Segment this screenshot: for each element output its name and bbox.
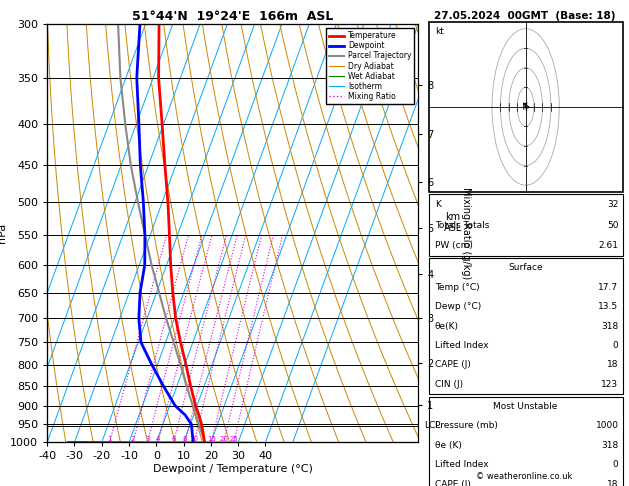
Text: kt: kt (435, 27, 443, 36)
Text: 13.5: 13.5 (598, 302, 618, 311)
Text: 18: 18 (607, 480, 618, 486)
Text: 1000: 1000 (596, 421, 618, 430)
Text: Totals Totals: Totals Totals (435, 221, 489, 229)
Text: 0: 0 (613, 341, 618, 350)
Text: 15: 15 (207, 436, 216, 442)
Text: CAPE (J): CAPE (J) (435, 361, 470, 369)
Text: 3: 3 (145, 436, 150, 442)
Text: Dewp (°C): Dewp (°C) (435, 302, 481, 311)
Text: CAPE (J): CAPE (J) (435, 480, 470, 486)
Text: 17.7: 17.7 (598, 283, 618, 292)
Text: 20: 20 (220, 436, 228, 442)
Text: Lifted Index: Lifted Index (435, 341, 488, 350)
Text: 6: 6 (171, 436, 176, 442)
Text: 2.61: 2.61 (599, 241, 618, 250)
Y-axis label: km
ASL: km ASL (444, 212, 462, 233)
Text: © weatheronline.co.uk: © weatheronline.co.uk (476, 472, 573, 481)
Text: 8: 8 (183, 436, 187, 442)
Text: 4: 4 (156, 436, 160, 442)
Text: 0: 0 (613, 460, 618, 469)
Text: Lifted Index: Lifted Index (435, 460, 488, 469)
Text: 10: 10 (189, 436, 199, 442)
Text: 123: 123 (601, 380, 618, 389)
Text: 18: 18 (607, 361, 618, 369)
Text: PW (cm): PW (cm) (435, 241, 472, 250)
Text: CIN (J): CIN (J) (435, 380, 463, 389)
Text: 2: 2 (131, 436, 135, 442)
Text: θe(K): θe(K) (435, 322, 459, 330)
Bar (428, 194, 623, 256)
X-axis label: Dewpoint / Temperature (°C): Dewpoint / Temperature (°C) (153, 464, 313, 474)
Text: 50: 50 (607, 221, 618, 229)
Text: Most Unstable: Most Unstable (493, 402, 558, 411)
Title: 51°44'N  19°24'E  166m  ASL: 51°44'N 19°24'E 166m ASL (132, 10, 333, 23)
Y-axis label: hPa: hPa (0, 223, 8, 243)
Text: Pressure (mb): Pressure (mb) (435, 421, 498, 430)
Text: 25: 25 (230, 436, 238, 442)
Text: 27.05.2024  00GMT  (Base: 18): 27.05.2024 00GMT (Base: 18) (434, 11, 615, 21)
Text: LCL: LCL (424, 421, 440, 430)
Text: 318: 318 (601, 441, 618, 450)
Y-axis label: Mixing Ratio (g/kg): Mixing Ratio (g/kg) (461, 187, 471, 279)
Text: K: K (435, 200, 441, 209)
Legend: Temperature, Dewpoint, Parcel Trajectory, Dry Adiabat, Wet Adiabat, Isotherm, Mi: Temperature, Dewpoint, Parcel Trajectory… (326, 28, 415, 104)
Bar (428, 258, 623, 394)
Text: Temp (°C): Temp (°C) (435, 283, 479, 292)
Text: 1: 1 (108, 436, 112, 442)
Text: θe (K): θe (K) (435, 441, 462, 450)
Bar (428, 397, 623, 486)
Bar (428, 22, 623, 192)
Text: 32: 32 (607, 200, 618, 209)
Text: Surface: Surface (508, 263, 543, 272)
Text: 318: 318 (601, 322, 618, 330)
